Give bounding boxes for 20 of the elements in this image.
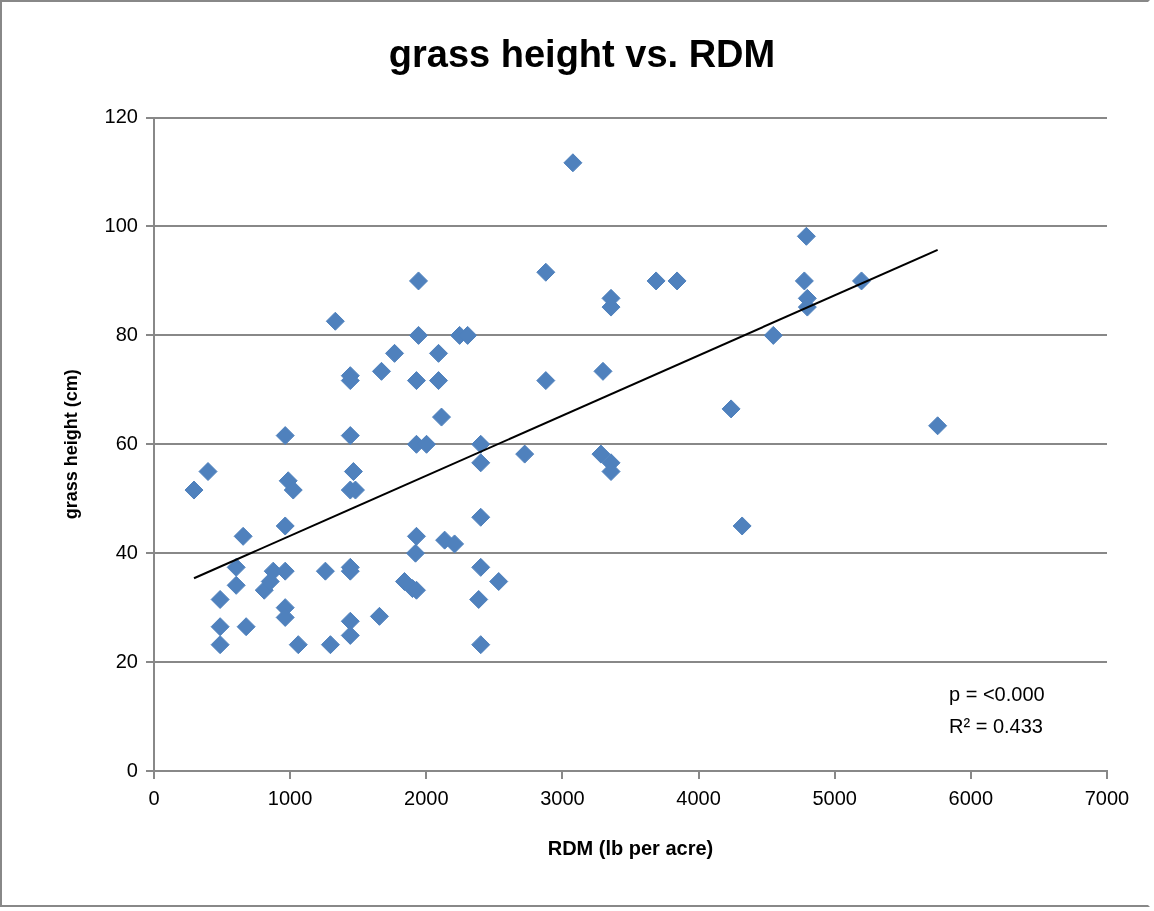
x-axis-title: RDM (lb per acre) bbox=[547, 836, 714, 859]
y-tick-label: 0 bbox=[126, 758, 138, 781]
annotation: R² = 0.433 bbox=[949, 714, 1043, 737]
x-tick-label: 3000 bbox=[540, 786, 585, 809]
y-tick-label: 120 bbox=[104, 105, 138, 128]
x-tick-label: 7000 bbox=[1084, 786, 1130, 809]
y-tick-label: 100 bbox=[104, 214, 138, 237]
x-tick-label: 1000 bbox=[267, 786, 313, 809]
y-axis-title: grass height (cm) bbox=[60, 369, 81, 520]
y-tick-label: 40 bbox=[115, 540, 138, 563]
y-tick-label: 60 bbox=[115, 431, 138, 454]
y-tick-label: 20 bbox=[115, 649, 138, 672]
x-tick-label: 0 bbox=[148, 786, 160, 809]
x-tick-label: 5000 bbox=[812, 786, 857, 809]
annotation: p = <0.000 bbox=[949, 682, 1045, 705]
x-tick-label: 4000 bbox=[676, 786, 721, 809]
x-tick-label: 2000 bbox=[404, 786, 449, 809]
chart-title: grass height vs. RDM bbox=[388, 33, 776, 76]
y-tick-label: 80 bbox=[115, 322, 138, 345]
x-tick-label: 6000 bbox=[948, 786, 994, 809]
